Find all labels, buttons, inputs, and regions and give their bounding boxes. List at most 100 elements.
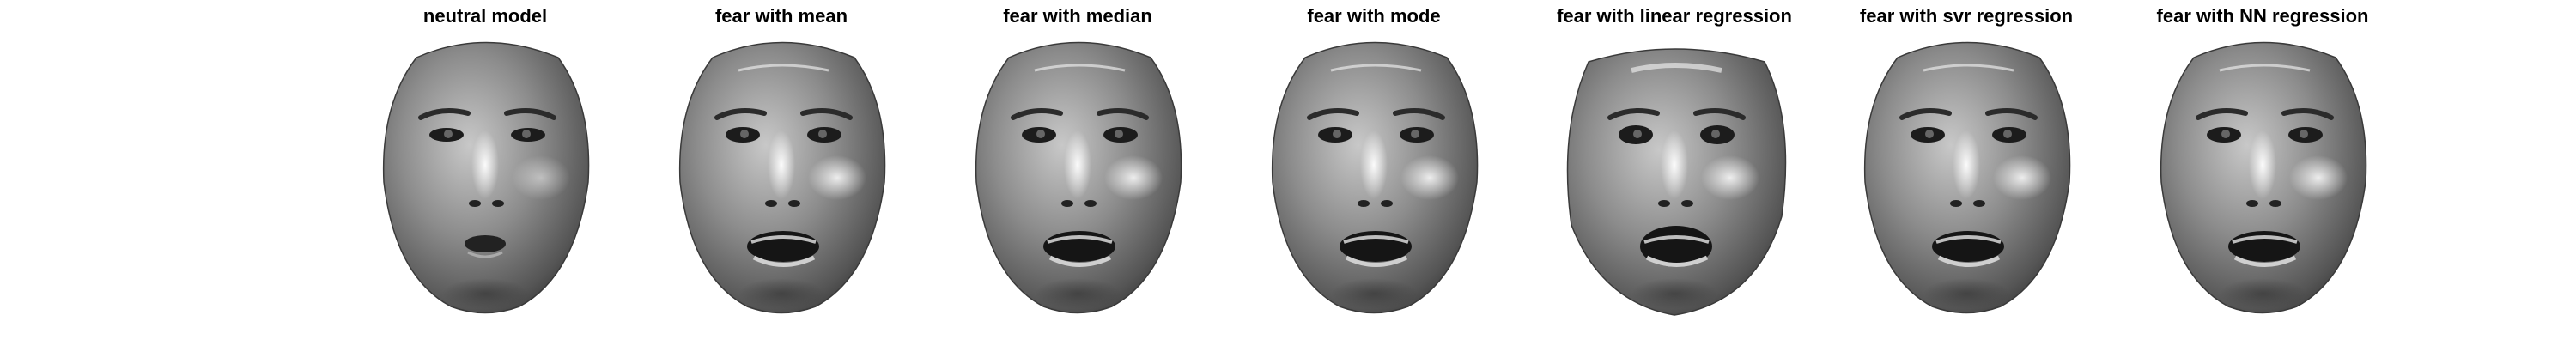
cheek-highlight xyxy=(1400,155,1459,200)
face-render xyxy=(2160,41,2367,314)
right-nostril xyxy=(492,200,504,207)
right-pupil xyxy=(1115,130,1123,138)
face-panel: fear with mean xyxy=(644,0,919,358)
cheek-highlight xyxy=(1104,155,1163,200)
face-render xyxy=(382,41,590,314)
face-panel: fear with median xyxy=(940,0,1215,358)
cheek-highlight xyxy=(1993,155,2051,200)
cheek-highlight xyxy=(808,155,866,200)
upper-teeth xyxy=(1643,235,1710,244)
lower-lip xyxy=(2233,255,2297,267)
panel-title: fear with mean xyxy=(714,5,848,27)
nose-highlight xyxy=(1953,130,1980,199)
face-panel: fear with mode xyxy=(1236,0,1511,358)
panel-title: fear with median xyxy=(1003,5,1152,27)
right-eyebrow xyxy=(2281,107,2334,120)
face-panel: neutral model xyxy=(348,0,623,358)
left-eyebrow xyxy=(2196,107,2248,120)
cheek-highlight xyxy=(512,155,570,200)
nose-highlight xyxy=(768,130,795,199)
right-nostril xyxy=(2269,200,2281,207)
left-pupil xyxy=(2221,130,2230,138)
chin-shadow xyxy=(2220,278,2306,309)
right-eyebrow xyxy=(1097,107,1149,120)
left-eyebrow xyxy=(1307,107,1359,120)
forehead-highlight xyxy=(1923,64,2014,72)
left-nostril xyxy=(1061,200,1073,207)
face-panel: fear with NN regression xyxy=(2125,0,2400,358)
left-eyebrow xyxy=(418,107,471,120)
forehead-highlight xyxy=(1631,63,1722,73)
left-eyebrow xyxy=(1607,107,1660,120)
face-render xyxy=(1863,41,2071,314)
left-nostril xyxy=(1658,200,1670,207)
lower-lip xyxy=(467,251,503,258)
right-nostril xyxy=(1681,200,1693,207)
panel-title: fear with mode xyxy=(1307,5,1441,27)
panel-title: fear with linear regression xyxy=(1557,5,1792,27)
right-eyebrow xyxy=(1985,107,2038,120)
left-eyebrow xyxy=(714,107,767,120)
right-pupil xyxy=(1411,130,1419,138)
right-pupil xyxy=(2003,130,2012,138)
upper-teeth xyxy=(1343,235,1409,244)
right-eyebrow xyxy=(1393,107,1445,120)
left-nostril xyxy=(1358,200,1370,207)
left-pupil xyxy=(444,130,453,138)
right-eyebrow xyxy=(504,107,556,120)
lower-lip xyxy=(1048,255,1112,267)
left-nostril xyxy=(765,200,777,207)
face-panel: fear with svr regression xyxy=(1829,0,2104,358)
chin-shadow xyxy=(738,278,824,309)
face-render xyxy=(1271,41,1479,314)
nose-highlight xyxy=(1661,130,1688,199)
right-nostril xyxy=(1084,200,1097,207)
left-pupil xyxy=(1333,130,1341,138)
left-nostril xyxy=(2246,200,2258,207)
left-pupil xyxy=(1036,130,1045,138)
left-eyebrow xyxy=(1011,107,1063,120)
panel-title: fear with svr regression xyxy=(1859,5,2074,27)
chin-shadow xyxy=(442,278,528,309)
left-eyebrow xyxy=(1899,107,1952,120)
upper-teeth xyxy=(1047,235,1113,244)
face-render xyxy=(975,41,1182,314)
left-pupil xyxy=(1925,130,1934,138)
right-nostril xyxy=(1973,200,1985,207)
panel-title: neutral model xyxy=(422,5,548,27)
face-render xyxy=(1566,48,1787,316)
chin-shadow xyxy=(1631,278,1717,309)
forehead-highlight xyxy=(2219,64,2311,72)
right-eyebrow xyxy=(1693,107,1746,120)
left-pupil xyxy=(740,130,749,138)
cheek-highlight xyxy=(1701,155,1759,200)
right-pupil xyxy=(2300,130,2308,138)
chin-shadow xyxy=(1331,278,1417,309)
upper-teeth xyxy=(1935,235,2002,244)
mouth-open xyxy=(1640,226,1712,267)
left-nostril xyxy=(1950,200,1962,207)
lower-lip xyxy=(752,255,816,267)
left-nostril xyxy=(469,200,481,207)
right-eyebrow xyxy=(800,107,853,120)
nose-highlight xyxy=(471,130,499,199)
mouth-closed xyxy=(465,235,506,252)
right-pupil xyxy=(522,130,531,138)
upper-teeth xyxy=(2232,235,2298,244)
cheek-highlight xyxy=(2289,155,2348,200)
face-render xyxy=(678,41,886,314)
lower-lip xyxy=(1645,255,1709,267)
forehead-highlight xyxy=(1034,64,1126,72)
face-panel: fear with linear regression xyxy=(1537,0,1812,358)
forehead-highlight xyxy=(1330,64,1422,72)
nose-highlight xyxy=(1064,130,1091,199)
lower-lip xyxy=(1937,255,2001,267)
right-pupil xyxy=(818,130,827,138)
nose-highlight xyxy=(2249,130,2276,199)
upper-teeth xyxy=(750,235,817,244)
panel-title: fear with NN regression xyxy=(2156,5,2369,27)
lower-lip xyxy=(1345,255,1408,267)
chin-shadow xyxy=(1035,278,1121,309)
nose-highlight xyxy=(1360,130,1388,199)
